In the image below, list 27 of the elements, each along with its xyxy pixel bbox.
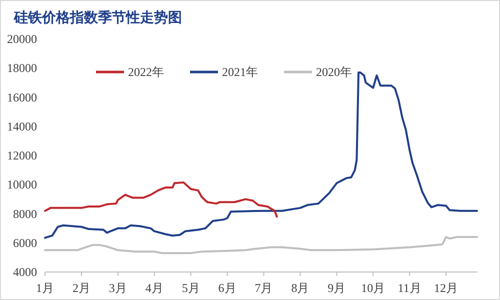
y-tick-label: 12000 — [7, 148, 37, 162]
y-tick-label: 20000 — [7, 32, 37, 46]
x-tick-label: 11月 — [398, 281, 422, 295]
y-tick-label: 6000 — [13, 236, 37, 250]
legend-label: 2020年 — [316, 65, 352, 79]
y-tick-label: 16000 — [7, 90, 37, 104]
x-tick-label: 7月 — [254, 281, 273, 295]
x-tick-label: 4月 — [145, 281, 164, 295]
x-tick-label: 3月 — [108, 281, 127, 295]
x-tick-label: 10月 — [361, 281, 386, 295]
chart-title: 硅铁价格指数季节性走势图 — [13, 9, 182, 25]
y-tick-label: 18000 — [7, 61, 37, 76]
line-series — [44, 181, 278, 218]
x-tick-label: 2月 — [72, 281, 90, 295]
y-tick-label: 8000 — [13, 206, 37, 221]
x-tick-label: 9月 — [328, 281, 346, 295]
x-tick-label: 1月 — [36, 281, 54, 295]
y-tick-label: 10000 — [7, 178, 37, 192]
x-tick-label: 8月 — [291, 281, 310, 295]
y-tick-label: 4000 — [13, 265, 37, 279]
line-series — [44, 236, 478, 254]
x-tick-label: 12月 — [434, 281, 458, 295]
x-tick-label: 6月 — [218, 281, 236, 295]
y-tick-label: 14000 — [7, 119, 37, 134]
x-tick-label: 5月 — [182, 281, 200, 295]
legend-label: 2022年 — [128, 65, 164, 79]
legend-label: 2021年 — [222, 65, 258, 79]
